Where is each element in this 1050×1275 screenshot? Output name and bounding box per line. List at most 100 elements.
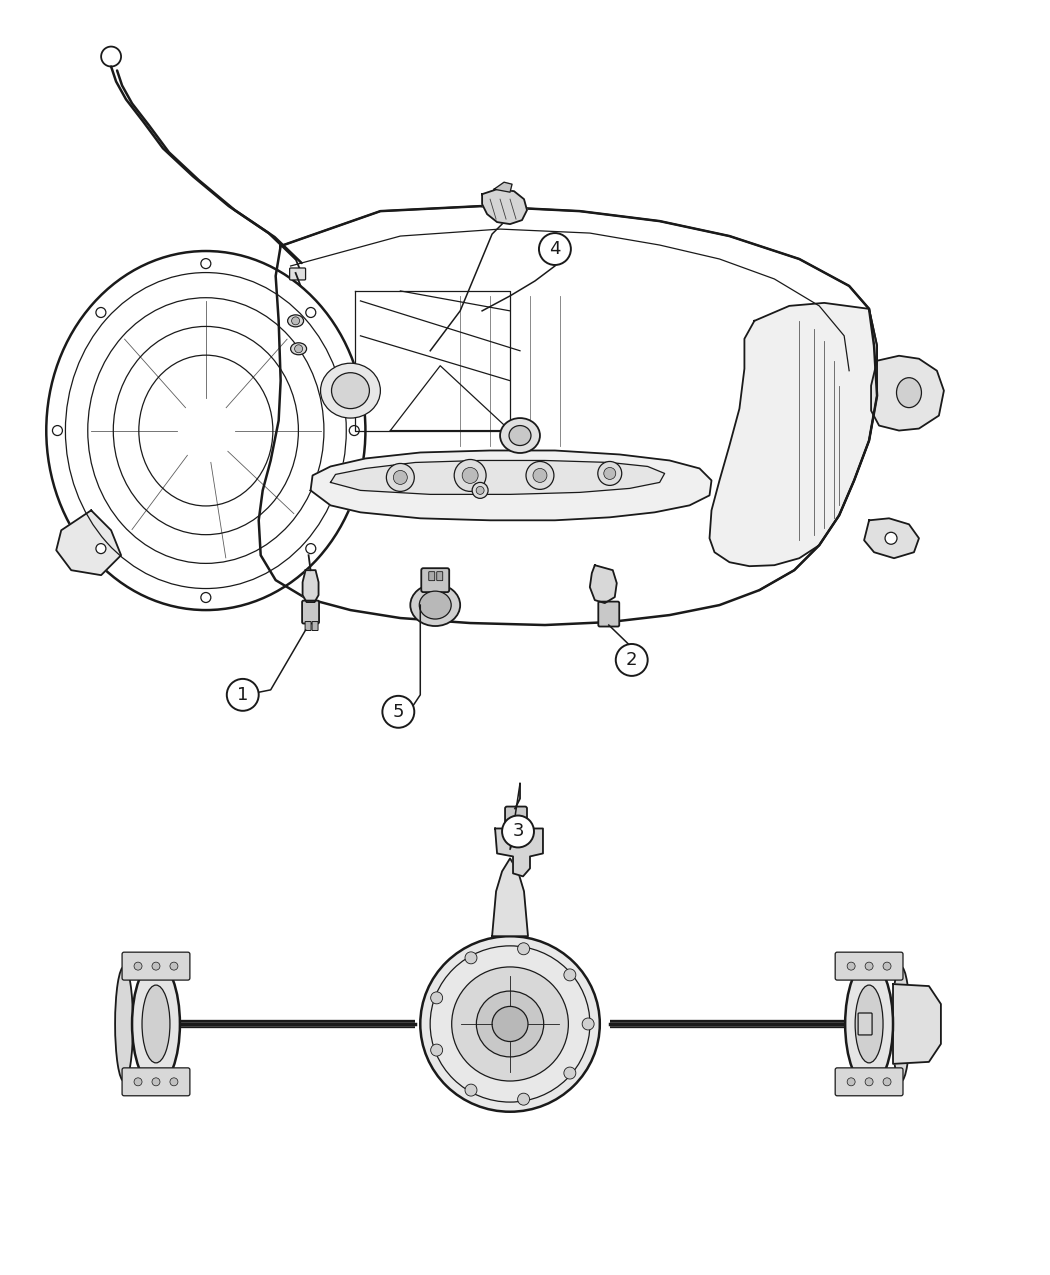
FancyBboxPatch shape bbox=[858, 1014, 873, 1035]
Circle shape bbox=[134, 963, 142, 970]
Circle shape bbox=[847, 963, 855, 970]
Text: 4: 4 bbox=[549, 240, 561, 258]
Circle shape bbox=[170, 963, 177, 970]
FancyBboxPatch shape bbox=[122, 1068, 190, 1095]
Circle shape bbox=[295, 344, 302, 353]
Ellipse shape bbox=[132, 961, 180, 1086]
Circle shape bbox=[306, 543, 316, 553]
Circle shape bbox=[152, 963, 160, 970]
Circle shape bbox=[582, 1017, 594, 1030]
Ellipse shape bbox=[142, 986, 170, 1063]
FancyBboxPatch shape bbox=[835, 952, 903, 980]
Ellipse shape bbox=[420, 936, 600, 1112]
Ellipse shape bbox=[492, 1006, 528, 1042]
FancyBboxPatch shape bbox=[290, 268, 306, 280]
FancyBboxPatch shape bbox=[421, 569, 449, 592]
Polygon shape bbox=[872, 356, 944, 431]
Circle shape bbox=[604, 468, 615, 479]
Polygon shape bbox=[892, 984, 941, 1063]
Polygon shape bbox=[864, 519, 919, 558]
Polygon shape bbox=[57, 510, 121, 575]
Circle shape bbox=[615, 644, 648, 676]
Polygon shape bbox=[482, 189, 527, 224]
Circle shape bbox=[847, 1077, 855, 1086]
Ellipse shape bbox=[291, 343, 307, 354]
Circle shape bbox=[564, 1067, 575, 1079]
Circle shape bbox=[96, 543, 106, 553]
Circle shape bbox=[462, 468, 478, 483]
Text: 5: 5 bbox=[393, 703, 404, 720]
FancyBboxPatch shape bbox=[835, 1068, 903, 1095]
FancyBboxPatch shape bbox=[302, 601, 319, 623]
Ellipse shape bbox=[845, 961, 892, 1086]
FancyBboxPatch shape bbox=[428, 571, 435, 580]
Ellipse shape bbox=[411, 584, 460, 626]
FancyBboxPatch shape bbox=[122, 952, 190, 980]
Ellipse shape bbox=[892, 966, 910, 1081]
Circle shape bbox=[502, 816, 534, 848]
Polygon shape bbox=[302, 570, 318, 602]
Ellipse shape bbox=[332, 372, 370, 408]
Ellipse shape bbox=[288, 315, 303, 326]
Circle shape bbox=[597, 462, 622, 486]
Circle shape bbox=[152, 1077, 160, 1086]
Ellipse shape bbox=[855, 986, 883, 1063]
Ellipse shape bbox=[116, 966, 133, 1081]
Circle shape bbox=[201, 259, 211, 269]
Circle shape bbox=[865, 963, 874, 970]
Circle shape bbox=[564, 969, 575, 980]
Circle shape bbox=[430, 1044, 443, 1056]
Circle shape bbox=[533, 468, 547, 482]
Ellipse shape bbox=[419, 592, 452, 620]
Circle shape bbox=[350, 426, 359, 436]
Ellipse shape bbox=[500, 418, 540, 453]
Circle shape bbox=[465, 1084, 477, 1096]
Ellipse shape bbox=[46, 251, 365, 609]
Text: 3: 3 bbox=[512, 822, 524, 840]
Circle shape bbox=[518, 942, 529, 955]
Ellipse shape bbox=[897, 377, 922, 408]
Circle shape bbox=[227, 678, 258, 710]
Polygon shape bbox=[590, 565, 616, 603]
FancyBboxPatch shape bbox=[598, 602, 620, 626]
Circle shape bbox=[472, 482, 488, 499]
Circle shape bbox=[394, 470, 407, 484]
Polygon shape bbox=[495, 182, 512, 193]
Circle shape bbox=[170, 1077, 177, 1086]
Polygon shape bbox=[311, 450, 712, 520]
Polygon shape bbox=[710, 303, 877, 566]
Circle shape bbox=[386, 463, 415, 491]
Circle shape bbox=[52, 426, 62, 436]
Circle shape bbox=[865, 1077, 874, 1086]
Polygon shape bbox=[258, 207, 877, 625]
Circle shape bbox=[526, 462, 554, 490]
FancyBboxPatch shape bbox=[312, 621, 318, 631]
Circle shape bbox=[306, 307, 316, 317]
Circle shape bbox=[476, 486, 484, 495]
Ellipse shape bbox=[452, 966, 568, 1081]
Circle shape bbox=[430, 992, 443, 1003]
Ellipse shape bbox=[320, 363, 380, 418]
FancyBboxPatch shape bbox=[505, 807, 527, 833]
Text: 1: 1 bbox=[237, 686, 249, 704]
Circle shape bbox=[455, 459, 486, 491]
Ellipse shape bbox=[509, 426, 531, 445]
Circle shape bbox=[201, 593, 211, 603]
Text: 2: 2 bbox=[626, 652, 637, 669]
Ellipse shape bbox=[477, 991, 544, 1057]
Circle shape bbox=[883, 963, 891, 970]
Circle shape bbox=[292, 317, 299, 325]
Circle shape bbox=[539, 233, 571, 265]
Circle shape bbox=[518, 1093, 529, 1105]
Polygon shape bbox=[331, 460, 665, 495]
Circle shape bbox=[96, 307, 106, 317]
Circle shape bbox=[885, 532, 897, 544]
FancyBboxPatch shape bbox=[437, 571, 443, 580]
Circle shape bbox=[883, 1077, 891, 1086]
Polygon shape bbox=[492, 858, 528, 936]
Circle shape bbox=[134, 1077, 142, 1086]
Circle shape bbox=[382, 696, 415, 728]
FancyBboxPatch shape bbox=[306, 621, 311, 631]
Polygon shape bbox=[496, 829, 543, 876]
Circle shape bbox=[465, 952, 477, 964]
